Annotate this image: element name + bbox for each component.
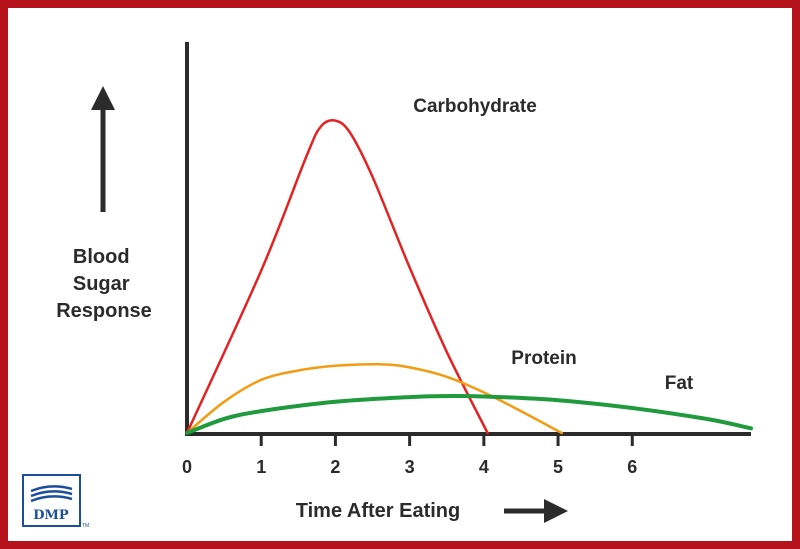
x-axis-label: Time After Eating (296, 500, 460, 522)
x-arrow-icon (504, 499, 568, 523)
y-arrow-icon (91, 86, 115, 212)
y-axis-label-line: Response (56, 300, 152, 322)
y-axis-label: Blood Sugar Response (56, 246, 152, 322)
logo-swoosh-icon (30, 485, 73, 493)
x-tick-label: 0 (182, 457, 192, 477)
logo-trademark: TM (82, 523, 89, 529)
series-label-fat: Fat (665, 373, 694, 394)
x-tick-label: 5 (553, 457, 563, 477)
x-tick-label: 1 (256, 457, 266, 477)
x-tick-label: 6 (627, 457, 637, 477)
x-tick-label: 2 (330, 457, 340, 477)
logo-text: DMP (33, 508, 69, 523)
y-axis-label-line: Blood (73, 246, 130, 268)
series-label-carbohydrate: Carbohydrate (413, 96, 537, 117)
series-lines (185, 119, 753, 435)
x-ticks: 0 1 2 3 4 5 6 (182, 436, 637, 477)
series-line-carbohydrate (185, 119, 489, 435)
x-tick-label: 3 (405, 457, 415, 477)
y-axis-label-line: Sugar (73, 273, 130, 295)
series-label-protein: Protein (511, 348, 576, 369)
series-line-fat (185, 393, 753, 435)
x-tick-label: 4 (479, 457, 489, 477)
series-labels: Carbohydrate Protein Fat (413, 96, 694, 394)
dmp-logo: DMP TM (22, 474, 89, 529)
